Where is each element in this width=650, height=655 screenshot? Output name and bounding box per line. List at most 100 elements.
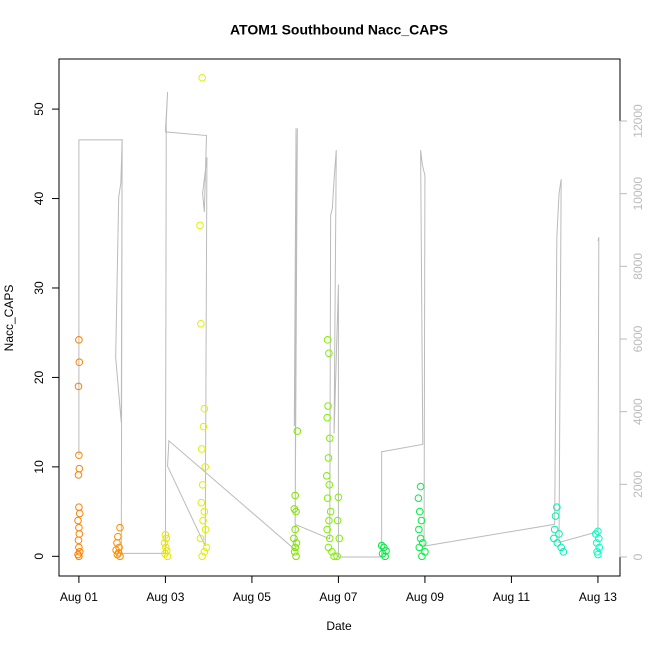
x-axis-label: Date — [326, 619, 352, 633]
point — [200, 404, 209, 413]
point — [197, 445, 206, 453]
y-tick-label: 30 — [32, 281, 46, 295]
x-tick-label: Aug 07 — [319, 590, 357, 604]
point — [333, 516, 342, 525]
point — [418, 552, 426, 561]
point — [291, 543, 299, 552]
point — [291, 491, 299, 500]
point — [592, 539, 601, 547]
point — [74, 382, 83, 391]
point — [290, 534, 298, 543]
point — [323, 494, 332, 502]
point — [290, 548, 299, 556]
point — [116, 552, 124, 561]
point — [198, 73, 206, 82]
point — [196, 534, 205, 543]
point — [74, 471, 83, 479]
y2-tick-label: 4000 — [631, 398, 645, 425]
point — [335, 534, 344, 543]
point — [594, 550, 602, 559]
point — [377, 541, 386, 550]
x-tick-label: Aug 11 — [493, 590, 530, 604]
point — [553, 503, 561, 511]
point — [330, 552, 338, 561]
point — [551, 512, 560, 520]
y2-tick-label: 0 — [631, 553, 645, 560]
point — [559, 548, 568, 556]
point — [595, 534, 603, 543]
point — [292, 539, 301, 547]
y2-tick-label: 10000 — [631, 177, 645, 211]
point — [197, 498, 206, 507]
y-tick-label: 10 — [32, 460, 46, 474]
point — [333, 552, 341, 561]
point — [415, 525, 423, 534]
x-tick-label: Aug 05 — [233, 590, 271, 604]
y2-tick-label: 12000 — [631, 104, 645, 138]
point — [197, 319, 205, 328]
point — [325, 434, 334, 443]
point — [202, 543, 211, 552]
point — [198, 480, 207, 489]
y2-tick-label: 8000 — [631, 253, 645, 280]
point — [292, 552, 300, 561]
point — [415, 507, 424, 516]
point — [74, 536, 83, 545]
point — [334, 493, 343, 502]
point — [416, 534, 425, 543]
point — [75, 552, 83, 561]
point — [161, 531, 170, 539]
point — [414, 494, 423, 502]
point — [113, 539, 121, 547]
point — [161, 549, 169, 558]
point — [162, 534, 171, 543]
x-tick-label: Aug 01 — [60, 590, 98, 604]
point — [557, 543, 565, 552]
point — [163, 552, 172, 561]
y-tick-label: 50 — [32, 102, 46, 116]
y2-tick-label: 2000 — [631, 471, 645, 498]
point — [550, 525, 559, 534]
point — [325, 516, 333, 525]
point — [323, 336, 332, 344]
point — [555, 530, 563, 538]
point — [200, 548, 209, 556]
point — [415, 543, 424, 552]
point — [196, 221, 204, 230]
point — [199, 516, 207, 525]
point — [595, 543, 604, 552]
point — [201, 463, 209, 471]
point — [324, 402, 332, 410]
y-tick-label: 20 — [32, 370, 46, 384]
point — [292, 507, 300, 516]
point — [291, 525, 299, 534]
point — [553, 539, 562, 547]
x-tick-label: Aug 13 — [579, 590, 617, 604]
point — [324, 454, 333, 462]
point — [200, 507, 209, 516]
point — [323, 525, 331, 534]
point — [75, 509, 84, 518]
y2-tick-label: 6000 — [631, 325, 645, 352]
point — [75, 336, 83, 344]
point — [326, 507, 335, 516]
x-tick-label: Aug 09 — [406, 590, 444, 604]
point — [75, 358, 84, 367]
y-tick-label: 40 — [32, 192, 46, 206]
x-tick-label: Aug 03 — [146, 590, 184, 604]
point — [322, 472, 331, 480]
point — [201, 525, 210, 534]
chart-title: ATOM1 Southbound Nacc_CAPS — [230, 22, 448, 38]
point — [328, 548, 336, 556]
point — [114, 548, 123, 557]
point — [160, 539, 169, 547]
point — [112, 546, 120, 554]
point — [325, 349, 333, 358]
point — [293, 427, 302, 435]
point — [74, 516, 82, 525]
point — [378, 549, 387, 558]
point — [325, 480, 334, 489]
point — [198, 552, 206, 561]
